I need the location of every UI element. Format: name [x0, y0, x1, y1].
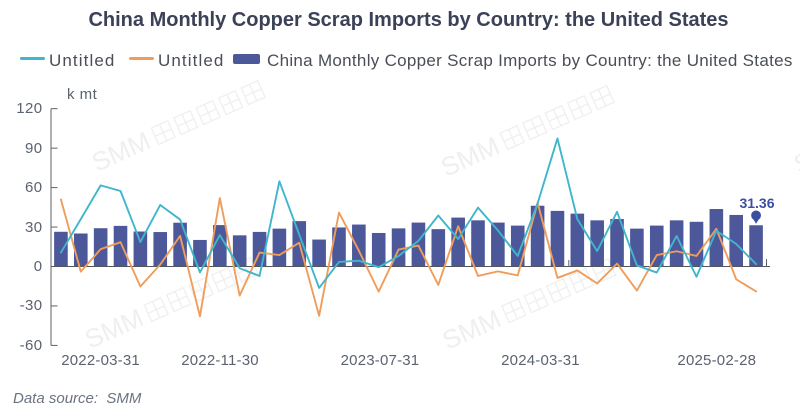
- svg-text:SMM: SMM: [789, 127, 800, 179]
- svg-text:SMM: SMM: [80, 302, 148, 354]
- svg-text:SMM: SMM: [436, 130, 504, 182]
- svg-text:SMM: SMM: [87, 125, 155, 177]
- svg-text:SMM: SMM: [438, 303, 506, 355]
